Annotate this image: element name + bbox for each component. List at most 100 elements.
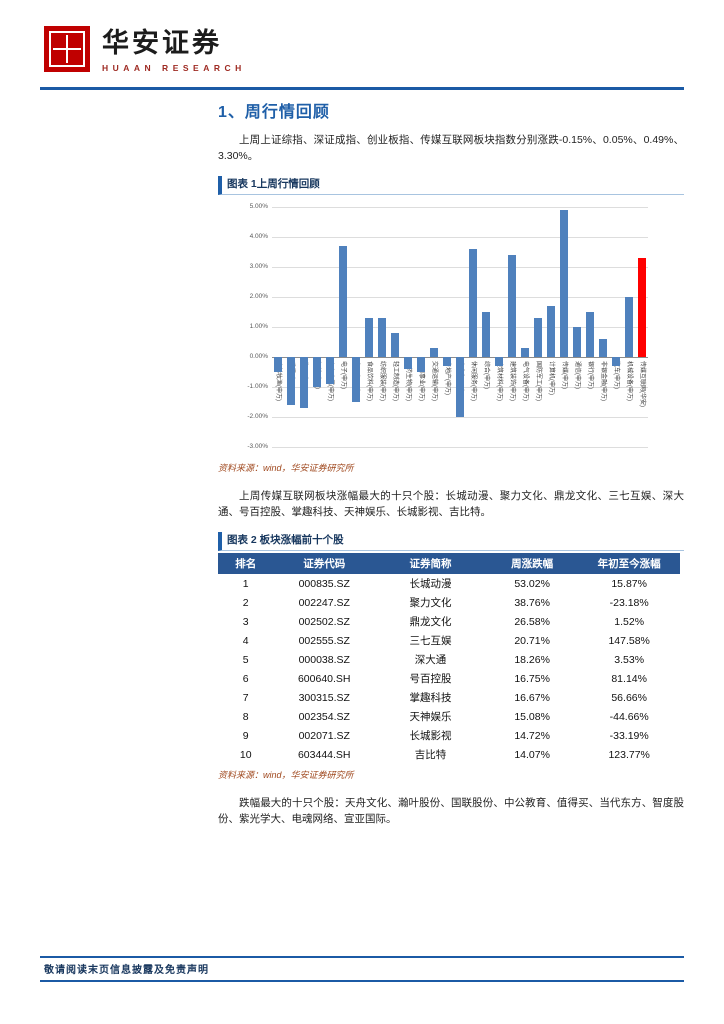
chart-bar-highlight — [637, 258, 646, 357]
header-divider — [40, 87, 684, 90]
chart-bar — [585, 312, 594, 357]
table-cell: 7 — [242, 691, 249, 704]
table-row: 1 000835.SZ 长城动漫 53.02% 15.87% — [218, 574, 680, 593]
chart-x-tick-label: 非银金融(申万) — [599, 361, 606, 401]
table-cell: 603444.SH — [297, 748, 351, 761]
table-row: 5 000038.SZ 深大通 18.26% 3.53% — [218, 650, 680, 669]
chart-bar — [430, 348, 439, 357]
table-cell: 4 — [242, 634, 249, 647]
chart-bar — [378, 318, 387, 357]
table-header-cell: 周涨跌幅 — [485, 553, 579, 574]
table-cell: 20.71% — [514, 634, 550, 647]
chart-gridline — [272, 237, 648, 238]
table-cell: 000038.SZ — [298, 653, 350, 666]
chart-x-tick-label: 房地产(申万) — [444, 361, 451, 395]
chart-x-tick-label: 轻工制造(申万) — [392, 361, 399, 401]
table-row: 7 300315.SZ 掌趣科技 16.67% 56.66% — [218, 688, 680, 707]
chart-y-tick-label: 4.00% — [249, 233, 268, 240]
chart-gridline — [272, 207, 648, 208]
table-cell: 1 — [242, 577, 249, 590]
table-cell: 掌趣科技 — [409, 692, 452, 704]
table-cell: 深大通 — [414, 654, 447, 666]
table-cell: 3.53% — [614, 653, 645, 666]
table-header-cell: 证券简称 — [375, 553, 486, 574]
chart-x-tick-label: 机械设备(申万) — [625, 361, 632, 401]
chart-x-tick-label: 电子(申万) — [340, 361, 347, 389]
chart-bar — [443, 357, 452, 366]
chart-bar — [468, 249, 477, 357]
top10-table: 排名 证券代码 证券简称 周涨跌幅 年初至今涨幅 1 000835.SZ 长城动漫 53.02… — [218, 553, 680, 764]
table-cell: 天神娱乐 — [409, 711, 452, 723]
chart-x-tick-label: 建筑装饰(申万) — [508, 361, 515, 401]
chart-y-tick-label: -3.00% — [247, 443, 268, 450]
chart-y-tick-label: -2.00% — [247, 413, 268, 420]
table-cell: 16.67% — [514, 691, 550, 704]
chart-gridline — [272, 417, 648, 418]
chart-bar — [572, 327, 581, 357]
table-cell: 147.58% — [608, 634, 650, 647]
chart-x-tick-label: 银行(申万) — [586, 361, 593, 389]
table-cell: 38.76% — [514, 596, 550, 609]
chart-bar — [274, 357, 283, 372]
table-row: 6 600640.SH 号百控股 16.75% 81.14% — [218, 669, 680, 688]
table-cell: 2 — [242, 596, 249, 609]
chart-x-tick-label: 食品饮料(申万) — [366, 361, 373, 401]
brand-text: 华安证券 HUAAN RESEARCH — [102, 26, 246, 73]
table-cell: 81.14% — [611, 672, 647, 685]
table-cell: 8 — [242, 710, 249, 723]
chart-bar — [326, 357, 335, 384]
huaan-logo-icon — [44, 26, 90, 72]
chart-bar — [507, 255, 516, 357]
chart-y-tick-label: -1.00% — [247, 383, 268, 390]
huaan-logo: 华安证券 HUAAN RESEARCH — [44, 26, 246, 73]
section-title: 1、周行情回顾 — [218, 104, 330, 121]
chart-x-tick-label: 建筑材料(申万) — [495, 361, 502, 401]
chart-bar — [520, 348, 529, 357]
chart-bar — [339, 246, 348, 357]
chart-bar — [624, 297, 633, 357]
chart-bar — [365, 318, 374, 357]
table-cell: 300315.SZ — [298, 691, 350, 704]
table-cell: 三七互娱 — [409, 635, 452, 647]
table-cell: 聚力文化 — [409, 597, 452, 609]
chart-y-tick-label: 5.00% — [249, 203, 268, 210]
chart-bar — [300, 357, 309, 408]
table-cell: 鼎龙文化 — [409, 616, 452, 628]
footer-divider-top — [40, 956, 684, 958]
table-cell: 3 — [242, 615, 249, 628]
table-cell: 123.77% — [608, 748, 650, 761]
figure2-caption: 图表 2 板块涨幅前十个股 — [218, 532, 684, 551]
chart-gridline — [272, 327, 648, 328]
chart-bar — [533, 318, 542, 357]
figure2-source: 资料来源：wind，华安证券研究所 — [218, 770, 354, 780]
paragraph-top-gainers: 上周传媒互联网板块涨幅最大的十只个股：长城动漫、聚力文化、鼎龙文化、三七互娱、深… — [218, 490, 684, 518]
huaan-logo-seal — [49, 31, 85, 67]
table-header-cell: 年初至今涨幅 — [578, 553, 680, 574]
table-cell: -23.18% — [609, 596, 649, 609]
table-cell: -44.66% — [609, 710, 649, 723]
table-row: 10 603444.SH 吉比特 14.07% 123.77% — [218, 745, 680, 764]
table-cell: 10 — [239, 748, 252, 761]
chart-y-tick-label: 3.00% — [249, 263, 268, 270]
chart-bar — [559, 210, 568, 357]
table-cell: 600640.SH — [297, 672, 351, 685]
table-cell: 长城影视 — [409, 730, 452, 742]
paragraph-top-losers: 跌幅最大的十只个股：天舟文化、瀚叶股份、国联股份、中公教育、值得买、当代东方、智… — [218, 797, 684, 825]
table-cell: 18.26% — [514, 653, 550, 666]
table-row: 4 002555.SZ 三七互娱 20.71% 147.58% — [218, 631, 680, 650]
table-cell: 000835.SZ — [298, 577, 350, 590]
figure1-source: 资料来源：wind，华安证券研究所 — [218, 463, 354, 473]
table-cell: 002555.SZ — [298, 634, 350, 647]
chart-bar — [611, 357, 620, 366]
chart-gridline — [272, 297, 648, 298]
table-header-row: 排名 证券代码 证券简称 周涨跌幅 年初至今涨幅 — [218, 553, 680, 574]
table-cell: 002071.SZ — [298, 729, 350, 742]
table-cell: 1.52% — [614, 615, 645, 628]
chart-bar — [404, 357, 413, 369]
table-cell: 53.02% — [514, 577, 550, 590]
chart-bar — [494, 357, 503, 366]
table-row: 2 002247.SZ 聚力文化 38.76% -23.18% — [218, 593, 680, 612]
table-cell: 14.07% — [514, 748, 550, 761]
chart-bar — [598, 339, 607, 357]
